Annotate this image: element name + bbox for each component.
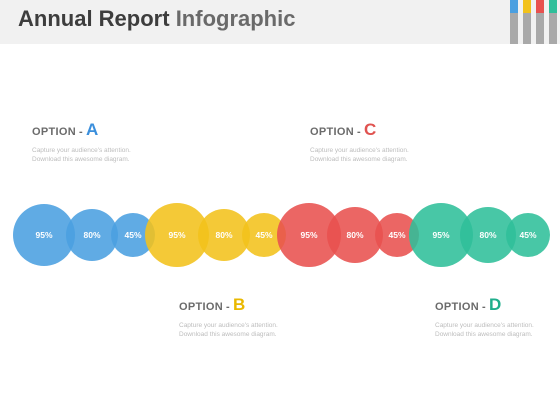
decor-bar-cap-4 [549,0,557,13]
option-c-letter: C [363,120,377,139]
option-a-letter: A [85,120,99,139]
circle-b-1 [145,203,209,267]
option-c-label: OPTION [310,126,354,138]
circle-label-d-2: 80% [479,230,496,240]
decor-bar-2 [523,0,531,44]
option-b-label: OPTION [179,301,223,313]
circle-label-b-2: 80% [215,230,232,240]
option-b-title: OPTION - B [179,295,289,315]
option-a-dash: - [78,126,83,138]
option-b-dash: - [225,301,230,313]
title-part-2: Infographic [175,6,296,31]
option-c-block: OPTION - C Capture your audience's attenti… [310,120,420,164]
circle-d-1 [409,203,473,267]
option-c-description: Capture your audience's attention. Downl… [310,147,409,163]
circle-b-2 [198,209,250,261]
circle-label-a-3: 45% [124,230,141,240]
option-d-block: OPTION - D Capture your audience's attenti… [435,295,545,339]
option-d-dash: - [481,301,486,313]
circle-label-b-3: 45% [255,230,272,240]
decor-bar-cap-2 [523,0,531,13]
circle-label-b-1: 95% [168,230,185,240]
circle-a-2 [66,209,118,261]
decor-bar-cap-1 [510,0,518,13]
circle-a-3 [111,213,155,257]
decor-bar-cap-3 [536,0,544,13]
option-a-block: OPTION - A Capture your audience's attenti… [32,120,142,164]
title-part-1: Annual Report [18,6,170,31]
option-d-letter: D [488,295,502,314]
circle-label-c-2: 80% [346,230,363,240]
circle-c-1 [277,203,341,267]
circle-label-d-1: 95% [432,230,449,240]
circle-a-1 [13,204,75,266]
page-title: Annual Report Infographic [18,6,295,32]
circle-label-d-3: 45% [519,230,536,240]
option-a-title: OPTION - A [32,120,142,140]
option-c-title: OPTION - C [310,120,420,140]
circle-label-a-2: 80% [83,230,100,240]
decorative-bars [510,0,560,44]
circle-d-3 [506,213,550,257]
option-d-label: OPTION [435,301,479,313]
option-b-block: OPTION - B Capture your audience's attenti… [179,295,289,339]
circle-c-2 [327,207,383,263]
circle-c-3 [375,213,419,257]
circle-label-c-3: 45% [388,230,405,240]
option-d-description: Capture your audience's attention. Downl… [435,322,534,338]
option-a-label: OPTION [32,126,76,138]
circle-label-c-1: 95% [300,230,317,240]
header-bar: Annual Report Infographic [0,0,560,44]
option-c-dash: - [356,126,361,138]
decor-bar-1 [510,0,518,44]
decor-bar-3 [536,0,544,44]
circle-label-a-1: 95% [35,230,52,240]
option-a-description: Capture your audience's attention. Downl… [32,147,131,163]
option-d-title: OPTION - D [435,295,545,315]
option-b-description: Capture your audience's attention. Downl… [179,322,278,338]
decor-bar-4 [549,0,557,44]
circle-b-3 [242,213,286,257]
circle-d-2 [460,207,516,263]
option-b-letter: B [232,295,246,314]
